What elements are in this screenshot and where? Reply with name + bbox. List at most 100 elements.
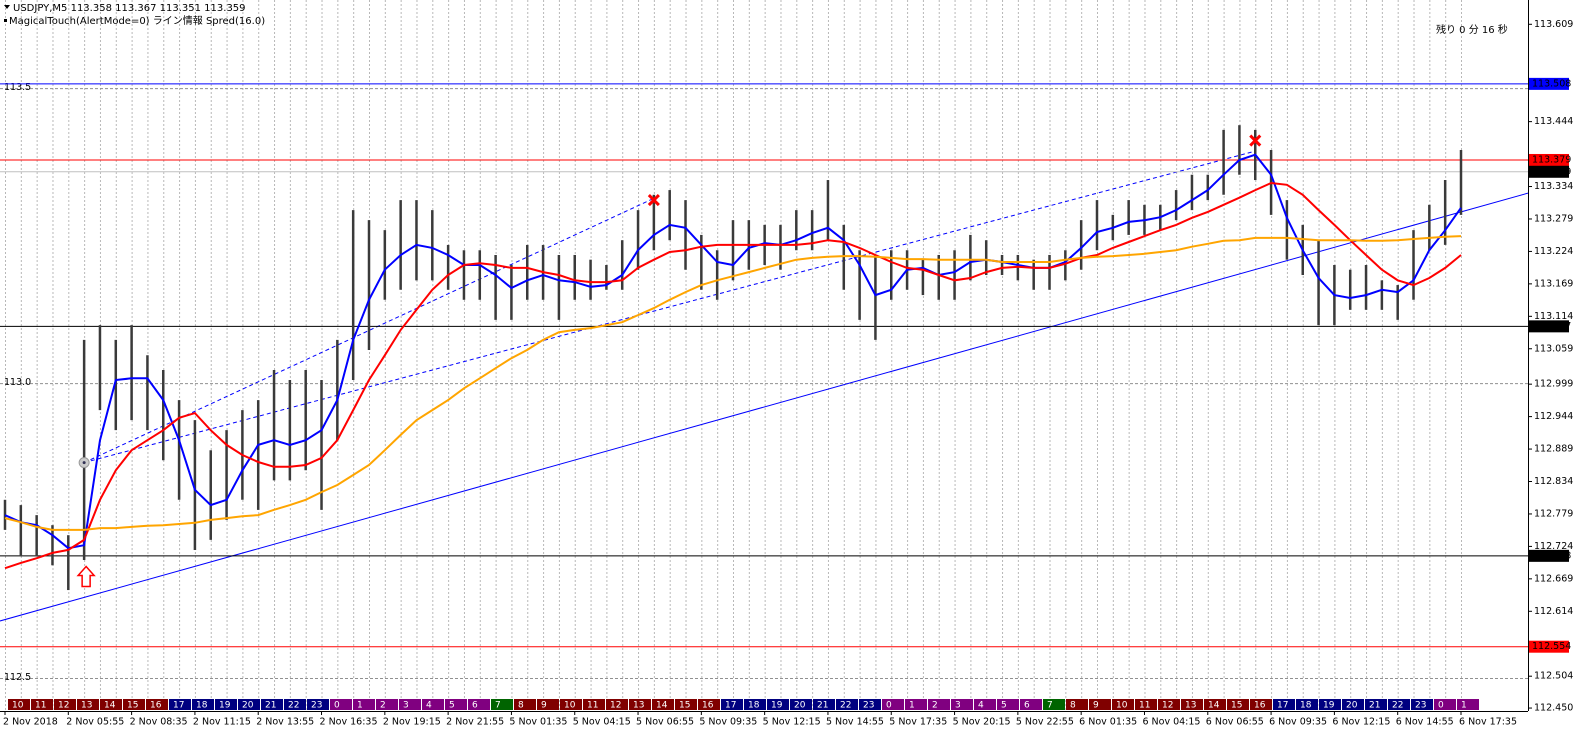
hour-label: 16 xyxy=(1254,701,1266,711)
hour-label: 0 xyxy=(334,701,340,711)
x-tick-label: 5 Nov 04:15 xyxy=(573,717,631,728)
y-tick-label: 113.059 xyxy=(1534,343,1573,354)
hour-label: 16 xyxy=(702,701,714,711)
hour-label: 10 xyxy=(1116,701,1128,711)
level-box xyxy=(1529,153,1569,166)
level-box xyxy=(1529,77,1569,90)
ma-line xyxy=(4,181,1462,570)
hour-cell xyxy=(514,699,536,710)
level-box xyxy=(1529,640,1569,653)
y-tick-label: 112.779 xyxy=(1534,508,1573,519)
hour-cell xyxy=(1434,699,1456,710)
hour-label: 16 xyxy=(150,701,162,711)
ma-line xyxy=(4,235,1462,531)
hour-label: 8 xyxy=(518,701,524,711)
y-tick-label: 112.450 xyxy=(1534,703,1573,714)
bar-timer: 残り 0 分 16 秒 xyxy=(1436,23,1508,36)
hour-cell xyxy=(376,699,398,710)
hour-label: 23 xyxy=(863,701,874,711)
hour-label: 20 xyxy=(1346,701,1358,711)
hour-label: 1 xyxy=(909,701,915,711)
hour-cell xyxy=(284,699,306,710)
hour-label: 21 xyxy=(1369,701,1380,711)
hour-label: 14 xyxy=(656,701,668,711)
hour-cell xyxy=(675,699,697,710)
hour-label: 13 xyxy=(633,701,644,711)
hour-cell xyxy=(169,699,191,710)
hour-cell xyxy=(1250,699,1272,710)
x-tick-label: 2 Nov 16:35 xyxy=(320,717,378,728)
hour-label: 19 xyxy=(771,701,783,711)
hour-label: 18 xyxy=(748,701,760,711)
hour-cell xyxy=(1296,699,1318,710)
hour-label: 3 xyxy=(955,701,961,711)
hour-label: 0 xyxy=(886,701,892,711)
y-tick-label: 113.169 xyxy=(1534,278,1573,289)
y-tick-label: 112.724 xyxy=(1534,541,1573,552)
hour-label: 12 xyxy=(610,701,621,711)
hour-cell xyxy=(1135,699,1157,710)
hour-label: 14 xyxy=(104,701,116,711)
y-tick-label: 112.944 xyxy=(1534,411,1573,422)
hour-label: 22 xyxy=(288,701,299,711)
hour-label: 5 xyxy=(449,701,455,711)
y-tick-label: 112.834 xyxy=(1534,476,1573,487)
hour-cell xyxy=(905,699,927,710)
hour-label: 18 xyxy=(1300,701,1312,711)
y-tick-label: 113.334 xyxy=(1534,181,1573,192)
y-tick-label: 112.614 xyxy=(1534,606,1573,617)
hour-label: 19 xyxy=(219,701,231,711)
hour-cell xyxy=(1020,699,1042,710)
x-tick-label: 5 Nov 17:35 xyxy=(889,717,947,728)
hour-cell xyxy=(1319,699,1341,710)
hour-label: 11 xyxy=(587,701,598,711)
hour-cell xyxy=(974,699,996,710)
trendline xyxy=(84,150,1256,464)
hour-cell xyxy=(997,699,1019,710)
x-tick-label: 5 Nov 06:55 xyxy=(636,717,694,728)
hour-cell xyxy=(422,699,444,710)
x-tick-label: 2 Nov 21:55 xyxy=(446,717,504,728)
hour-label: 12 xyxy=(58,701,69,711)
hour-cell xyxy=(721,699,743,710)
hour-label: 15 xyxy=(1231,701,1242,711)
hour-cell xyxy=(1089,699,1111,710)
hour-label: 6 xyxy=(472,701,478,711)
symbol-icon xyxy=(4,5,10,9)
hour-cell xyxy=(882,699,904,710)
hour-label: 8 xyxy=(1070,701,1076,711)
hour-label: 22 xyxy=(840,701,851,711)
hour-label: 14 xyxy=(1208,701,1220,711)
hour-cell xyxy=(1043,699,1065,710)
hour-cell xyxy=(100,699,122,710)
hour-cell xyxy=(399,699,421,710)
hour-cell xyxy=(1457,699,1479,710)
y-tick-label: 112.669 xyxy=(1534,573,1573,584)
hour-label: 3 xyxy=(403,701,409,711)
x-tick-label: 5 Nov 22:55 xyxy=(1016,717,1074,728)
level-label: 113.359 xyxy=(1532,166,1571,177)
hour-cell xyxy=(859,699,881,710)
hour-cell xyxy=(468,699,490,710)
cross-signal xyxy=(1249,134,1262,147)
hour-cell xyxy=(192,699,214,710)
hour-cell xyxy=(698,699,720,710)
hour-label: 17 xyxy=(173,701,184,711)
hour-cell xyxy=(560,699,582,710)
x-tick-label: 6 Nov 17:35 xyxy=(1459,717,1517,728)
level-label: 112.554 xyxy=(1532,641,1571,652)
hour-label: 13 xyxy=(1185,701,1196,711)
x-tick-label: 6 Nov 04:15 xyxy=(1142,717,1200,728)
hour-cell xyxy=(31,699,53,710)
hour-label: 6 xyxy=(1024,701,1030,711)
hour-cell xyxy=(353,699,375,710)
y-tick-label: 112.504 xyxy=(1534,671,1573,682)
hour-cell xyxy=(1066,699,1088,710)
ma-line xyxy=(4,153,1462,550)
hour-label: 7 xyxy=(1047,701,1053,711)
level-label: 113.097 xyxy=(1532,321,1571,332)
anchor-dot xyxy=(82,461,86,465)
round-level-label: 112.5 xyxy=(4,672,31,683)
level-box xyxy=(1529,165,1569,178)
